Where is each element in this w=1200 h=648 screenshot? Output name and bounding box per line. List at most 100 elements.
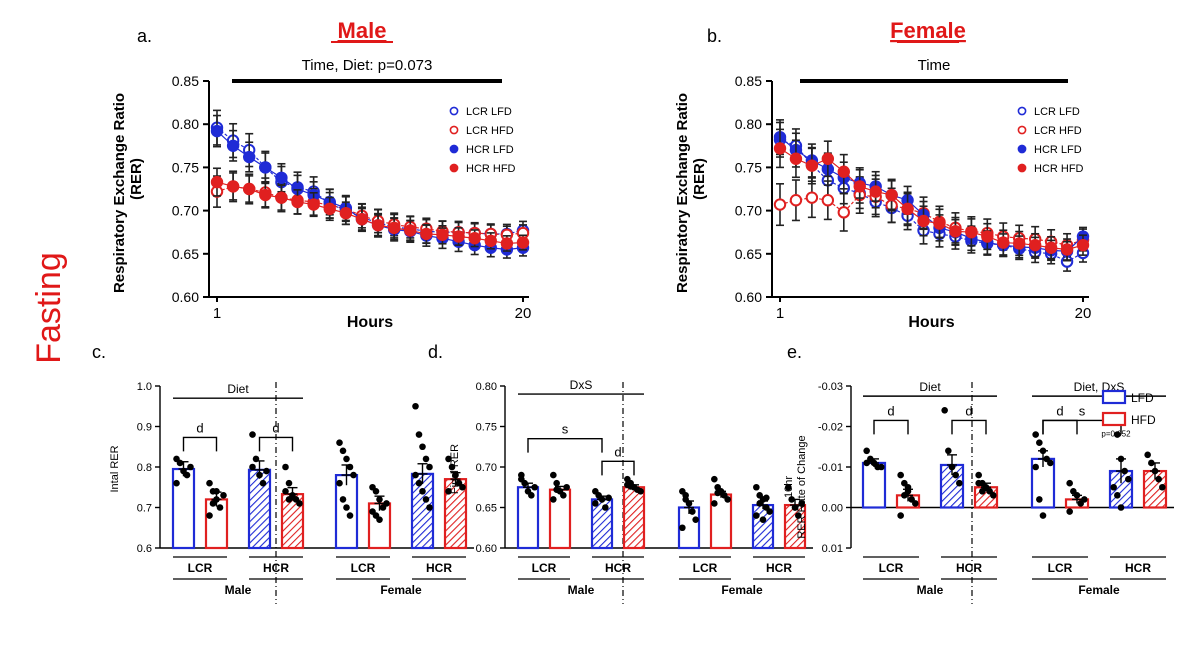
data-dot	[220, 492, 227, 499]
data-dot	[956, 479, 963, 487]
data-point	[789, 194, 803, 207]
data-dot	[759, 516, 767, 523]
data-dot	[560, 492, 567, 499]
data-dot	[897, 471, 904, 479]
data-point	[371, 219, 385, 232]
legend-label: LCR LFD	[466, 106, 512, 118]
legend-marker	[1017, 144, 1027, 154]
data-point	[837, 206, 850, 219]
strain-label: LCR	[1048, 561, 1073, 575]
data-dot	[1148, 459, 1155, 467]
data-dot	[724, 496, 731, 503]
data-point	[1028, 238, 1042, 252]
data-point	[323, 202, 336, 216]
data-dot	[897, 512, 904, 519]
data-dot	[415, 479, 423, 487]
significance-label: Time	[918, 57, 951, 74]
bar-chart-c: c. 0.6 0.7 0.8 0.9 1.0 Intal RER LCR HCR LCR HCR Ma…	[92, 342, 474, 604]
data-dot	[1114, 492, 1121, 499]
data-dot	[336, 479, 343, 487]
data-dot	[1039, 512, 1047, 519]
data-dot	[1144, 451, 1151, 459]
data-point	[821, 194, 835, 207]
data-dot	[550, 496, 557, 503]
significance-label: DxS	[570, 378, 593, 392]
sex-label: Male	[568, 583, 595, 597]
data-point	[210, 124, 224, 138]
y-axis-label: Respiratory Exchange Ratio	[674, 93, 691, 293]
bar	[410, 472, 435, 550]
data-point	[436, 228, 449, 241]
data-dot	[605, 494, 612, 502]
data-point	[275, 171, 288, 184]
data-dot	[904, 483, 912, 491]
y-tick-label: 0.80	[735, 116, 762, 132]
data-dot	[756, 500, 763, 507]
data-point	[821, 152, 835, 165]
y-tick-label: 0.75	[476, 422, 497, 434]
y-axis-label-unit: (RER)	[691, 158, 708, 200]
data-dot	[948, 463, 956, 471]
data-dot	[979, 488, 986, 495]
panel-label: b.	[707, 26, 722, 46]
y-tick-label: 0.70	[476, 462, 497, 474]
data-point	[901, 202, 914, 216]
legend-marker	[449, 144, 459, 154]
data-point	[869, 185, 882, 198]
data-dot	[1039, 447, 1047, 455]
data-dot	[795, 512, 802, 519]
bracket-label: d	[196, 420, 203, 435]
data-dot	[339, 496, 347, 503]
data-dot	[259, 479, 267, 487]
legend-marker	[449, 125, 459, 135]
y-tick-label: 0.7	[137, 503, 152, 515]
data-dot	[422, 455, 430, 463]
data-dot	[1159, 483, 1166, 491]
y-tick-label: 0.9	[137, 422, 152, 434]
data-dot	[1110, 483, 1117, 491]
data-point	[259, 161, 272, 174]
data-point	[420, 227, 433, 241]
data-dot	[1032, 431, 1039, 438]
data-dot	[1073, 492, 1081, 499]
data-dot	[766, 508, 773, 515]
series-lcr-hfd	[210, 170, 530, 245]
data-dot	[336, 439, 343, 447]
significance-label: Diet	[919, 380, 941, 394]
data-dot	[256, 471, 263, 479]
data-dot	[206, 479, 213, 487]
bar-chart-d: d. 0.60 0.65 0.70 0.75 0.80 Final RER LCR HCR LCR…	[428, 342, 813, 604]
data-point	[452, 230, 465, 243]
significance-bracket	[601, 460, 635, 476]
y-axis-label-2: RER Rate of Change	[796, 435, 808, 538]
data-dot	[426, 504, 433, 511]
data-dot	[553, 486, 560, 493]
data-dot	[419, 443, 426, 451]
data-point	[1013, 237, 1026, 250]
data-dot	[1117, 455, 1125, 463]
data-dot	[863, 459, 870, 467]
strain-label: HCR	[1125, 561, 1151, 575]
data-dot	[376, 516, 383, 523]
legend-label: LCR LFD	[1034, 106, 1080, 118]
data-dot	[682, 496, 689, 503]
data-dot	[714, 489, 721, 497]
data-point	[226, 139, 240, 153]
data-dot	[1032, 463, 1039, 471]
data-dot	[183, 471, 191, 479]
strain-label: LCR	[188, 561, 213, 575]
strain-label: LCR	[351, 561, 376, 575]
x-tick-label: 1	[776, 305, 784, 322]
data-dot	[1114, 431, 1121, 438]
line-chart-a: a. Male Time, Diet: p=0.073 0.60 0.65 0.70 0.7…	[111, 18, 531, 331]
data-dot	[422, 496, 430, 503]
data-point	[243, 150, 256, 164]
y-tick-label: 0.6	[137, 543, 152, 555]
data-dot	[249, 431, 256, 438]
panel-label: e.	[787, 342, 802, 362]
data-point	[933, 217, 946, 230]
data-dot	[445, 455, 452, 463]
data-dot	[376, 496, 383, 503]
data-dot	[346, 463, 354, 471]
data-dot	[941, 407, 948, 414]
